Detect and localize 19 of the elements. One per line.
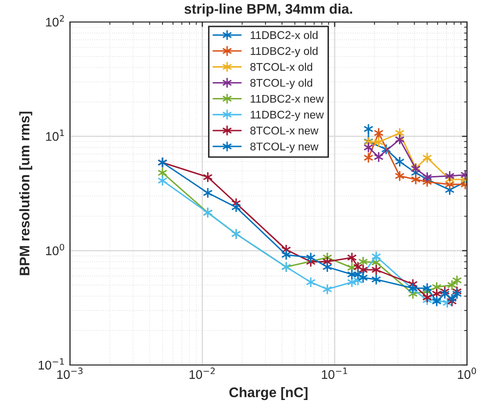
x-tick-label: 10$^{0}$	[458, 368, 476, 379]
legend-label: 8TCOL-y old	[250, 78, 312, 89]
chart-title: strip-line BPM, 34mm dia.	[184, 4, 352, 17]
y-tick-label: 10$^{−1}$	[38, 358, 64, 370]
legend-label: 11DBC2-y old	[250, 46, 318, 58]
y-tick-label: 10$^{1}$	[46, 130, 64, 141]
legend-label: 8TCOL-x old	[250, 62, 312, 71]
x-axis-title: Charge [nC]	[229, 387, 308, 400]
y-tick-label: 10$^{2}$	[46, 15, 64, 27]
legend-label: 11DBC2-y new	[250, 110, 324, 121]
x-tick-label: 10$^{−1}$	[322, 368, 348, 379]
legend-label: 11DBC2-x new	[250, 94, 324, 103]
x-tick-label: 10$^{−2}$	[190, 368, 215, 379]
y-tick-label: 10$^{0}$	[46, 244, 64, 256]
legend-label: 11DBC2-x old	[250, 30, 318, 40]
legend-label: 8TCOL-y new	[250, 142, 318, 153]
x-tick-label: 10$^{−3}$	[57, 368, 83, 379]
legend-label: 8TCOL-x new	[250, 126, 318, 135]
y-axis-title: BPM resolution [um rms]	[19, 112, 32, 276]
